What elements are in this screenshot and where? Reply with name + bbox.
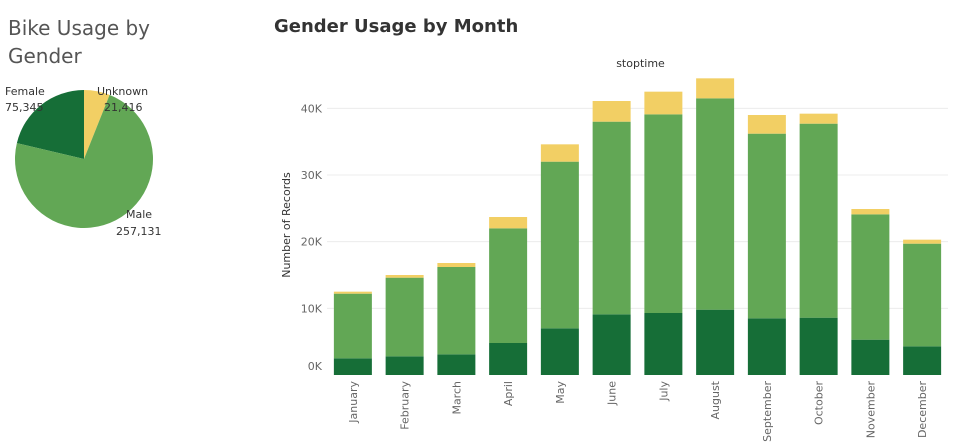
bar-april-unknown	[489, 217, 528, 229]
bar-december-female	[903, 346, 942, 375]
pie-label-unknown: Unknown	[97, 85, 148, 98]
bar-september-female	[747, 318, 786, 375]
bar-june-female	[592, 314, 631, 375]
x-tick-label-july: July	[657, 381, 670, 402]
bar-july-female	[644, 313, 683, 375]
x-tick-label-february: February	[399, 381, 412, 430]
bar-march-unknown	[437, 263, 476, 267]
bar-november-male	[851, 214, 890, 340]
pie-value-unknown: 21,416	[104, 101, 143, 114]
bar-june-unknown	[592, 101, 631, 122]
y-tick-label: 0K	[308, 360, 323, 373]
bar-october-male	[799, 123, 838, 318]
bar-march-male	[437, 267, 476, 355]
pie-slice-female	[16, 90, 84, 159]
x-tick-label-october: October	[813, 381, 826, 425]
x-tick-label-august: August	[709, 380, 722, 419]
pie-value-male: 257,131	[116, 225, 162, 238]
bar-september-unknown	[747, 115, 786, 134]
bar-august-male	[696, 98, 735, 310]
bar-august-female	[696, 309, 735, 375]
bar-may-female	[540, 328, 579, 375]
x-tick-label-april: April	[502, 381, 515, 406]
x-tick-label-march: March	[450, 381, 463, 415]
bar-may-male	[540, 161, 579, 329]
bar-january-male	[333, 293, 372, 359]
x-tick-label-december: December	[916, 381, 929, 439]
x-tick-label-november: November	[864, 381, 877, 439]
bar-april-male	[489, 228, 528, 343]
x-tick-label-june: June	[606, 381, 619, 406]
bar-february-male	[385, 277, 424, 357]
bar-july-male	[644, 114, 683, 313]
bar-october-female	[799, 317, 838, 375]
bar-august-unknown	[696, 78, 735, 99]
bar-january-unknown	[333, 291, 372, 294]
x-tick-label-may: May	[554, 381, 567, 404]
bar-january-female	[333, 358, 372, 375]
y-axis-label: Number of Records	[280, 172, 293, 278]
bar-october-unknown	[799, 113, 838, 124]
bar-september-male	[747, 133, 786, 319]
column-header: stoptime	[616, 57, 665, 70]
pie-label-male: Male	[126, 208, 152, 221]
x-tick-label-january: January	[347, 381, 360, 424]
bar-december-male	[903, 243, 942, 347]
x-tick-label-september: September	[761, 381, 774, 442]
bar-february-female	[385, 356, 424, 375]
pie-slice-male	[14, 94, 153, 229]
bar-chart-title: Gender Usage by Month	[274, 16, 519, 37]
pie-value-female: 75,345	[5, 101, 44, 114]
y-tick-label: 10K	[301, 302, 323, 315]
bar-november-female	[851, 339, 890, 375]
pie-chart-title: Bike Usage by Gender	[8, 16, 151, 68]
bar-november-unknown	[851, 209, 890, 215]
bar-february-unknown	[385, 275, 424, 278]
pie-slice-unknown	[84, 90, 110, 159]
y-tick-label: 30K	[301, 169, 323, 182]
bar-december-unknown	[903, 239, 942, 244]
bar-june-male	[592, 121, 631, 315]
bar-march-female	[437, 354, 476, 375]
bar-may-unknown	[540, 144, 579, 162]
bar-july-unknown	[644, 91, 683, 115]
pie-label-female: Female	[5, 85, 45, 98]
y-tick-label: 20K	[301, 236, 323, 249]
bar-april-female	[489, 343, 528, 375]
pie-chart: Female 75,345 Unknown 21,416 Male 257,131	[5, 85, 162, 238]
y-tick-label: 40K	[301, 102, 323, 115]
